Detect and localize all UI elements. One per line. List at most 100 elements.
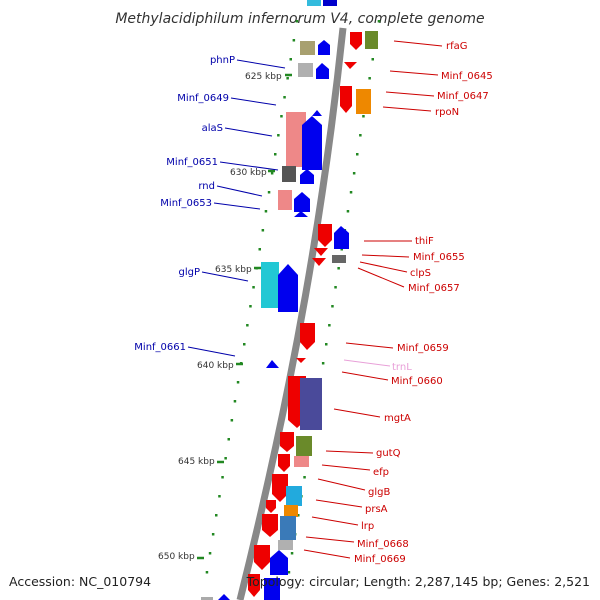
gene-label-Minf_0657[interactable]: Minf_0657 (408, 283, 460, 294)
leader-line (357, 267, 405, 288)
gene-feature (318, 224, 332, 247)
gene-label-glgP[interactable]: glgP (178, 267, 200, 278)
leader-line (382, 106, 432, 112)
gene-label-phnP[interactable]: phnP (210, 55, 235, 66)
gene-feature (312, 110, 322, 116)
gene-label-rpoN[interactable]: rpoN (435, 107, 459, 118)
scale-dot (359, 134, 362, 137)
gene-label-Minf_0661[interactable]: Minf_0661 (134, 342, 186, 353)
gene-feature (298, 63, 313, 77)
genome-backbone (236, 27, 347, 600)
gene-label-alaS[interactable]: alaS (202, 123, 223, 134)
gene-label-Minf_0647[interactable]: Minf_0647 (437, 91, 489, 102)
gene-feature (266, 360, 279, 368)
scale-dot (215, 514, 218, 517)
leader-line (389, 70, 439, 76)
gene-feature (248, 574, 260, 597)
gene-label-Minf_0653[interactable]: Minf_0653 (160, 198, 212, 209)
gene-feature (316, 63, 329, 79)
scale-dot (337, 267, 340, 270)
gene-label-rfaG[interactable]: rfaG (446, 41, 468, 52)
gene-feature (332, 255, 346, 263)
leader-line (201, 271, 249, 282)
gene-label-Minf_0659[interactable]: Minf_0659 (397, 343, 449, 354)
gene-label-glgB[interactable]: glgB (368, 487, 390, 498)
scale-dot (258, 248, 261, 251)
gene-feature (201, 597, 213, 600)
gene-feature (278, 190, 292, 210)
leader-line (361, 254, 410, 258)
gene-feature (300, 378, 322, 430)
gene-feature (282, 166, 296, 182)
scale-dot (303, 476, 306, 479)
gene-label-Minf_0669[interactable]: Minf_0669 (354, 554, 406, 565)
gene-label-lrp[interactable]: lrp (361, 521, 374, 532)
leader-line (359, 261, 408, 273)
leader-line (343, 359, 391, 367)
gene-feature (254, 545, 270, 570)
leader-line (345, 342, 394, 349)
gene-feature (294, 211, 308, 217)
left-gene-labels: phnP Minf_0649 alaS Minf_0651 rnd Minf_0… (134, 55, 286, 357)
scale-dot (292, 39, 296, 42)
scale-dot (267, 191, 271, 194)
accession-text: Accession: NC_010794 (9, 574, 151, 589)
scale-label: 640 kbp (197, 361, 234, 371)
scale-dot (349, 191, 353, 194)
gene-feature (278, 540, 293, 550)
map-title: Methylacidiphilum infernorum V4, complet… (115, 11, 484, 27)
leader-line (325, 450, 374, 454)
scale-dot (356, 153, 359, 156)
gene-label-Minf_0651[interactable]: Minf_0651 (166, 157, 218, 168)
scale-dot (270, 172, 274, 175)
gene-label-trnL[interactable]: trnL (392, 362, 412, 373)
leader-line (315, 499, 363, 508)
gene-feature (294, 192, 310, 212)
scale-dot (221, 476, 224, 479)
gene-label-efp[interactable]: efp (373, 467, 389, 478)
scale-dot (246, 324, 249, 327)
leader-line (213, 202, 261, 210)
gene-label-Minf_0660[interactable]: Minf_0660 (391, 376, 443, 387)
gene-feature (323, 0, 337, 6)
gene-feature (302, 116, 322, 170)
gene-label-mgtA[interactable]: mgtA (384, 413, 411, 424)
leader-line (219, 161, 279, 171)
gene-label-Minf_0645[interactable]: Minf_0645 (441, 71, 493, 82)
leader-line (385, 91, 435, 97)
gene-label-clpS[interactable]: clpS (410, 268, 431, 279)
scale-dot (362, 115, 365, 118)
gene-feature (365, 31, 378, 49)
gene-label-gutQ[interactable]: gutQ (376, 448, 401, 459)
gene-feature (318, 40, 330, 55)
scale-dot (377, 20, 381, 23)
leader-line (321, 464, 371, 471)
gene-label-rnd[interactable]: rnd (198, 181, 215, 192)
gene-features (201, 0, 378, 600)
scale-dot (224, 457, 227, 460)
scale-dot (227, 438, 230, 441)
scale-dot (208, 552, 212, 555)
gene-feature (270, 550, 288, 575)
gene-feature (286, 486, 302, 506)
scale-dot (261, 229, 265, 232)
scale-dot (205, 571, 209, 574)
gene-label-Minf_0649[interactable]: Minf_0649 (177, 93, 229, 104)
gene-label-Minf_0655[interactable]: Minf_0655 (413, 252, 465, 263)
gene-feature (218, 594, 230, 600)
scale-dot (211, 533, 215, 536)
scale-ticks (205, 20, 381, 574)
gene-feature (334, 226, 349, 249)
scale-dot (346, 210, 350, 213)
scale-dot (283, 96, 286, 99)
scale-dot (249, 305, 252, 308)
leader-line (317, 478, 366, 491)
gene-label-Minf_0668[interactable]: Minf_0668 (357, 539, 409, 550)
gene-feature (262, 514, 278, 537)
gene-label-thiF[interactable]: thiF (415, 236, 434, 247)
gene-feature (350, 32, 362, 50)
scale-dot (340, 248, 343, 251)
gene-label-prsA[interactable]: prsA (365, 504, 388, 515)
scale-label: 635 kbp (215, 265, 252, 275)
scale-dot (236, 381, 240, 384)
